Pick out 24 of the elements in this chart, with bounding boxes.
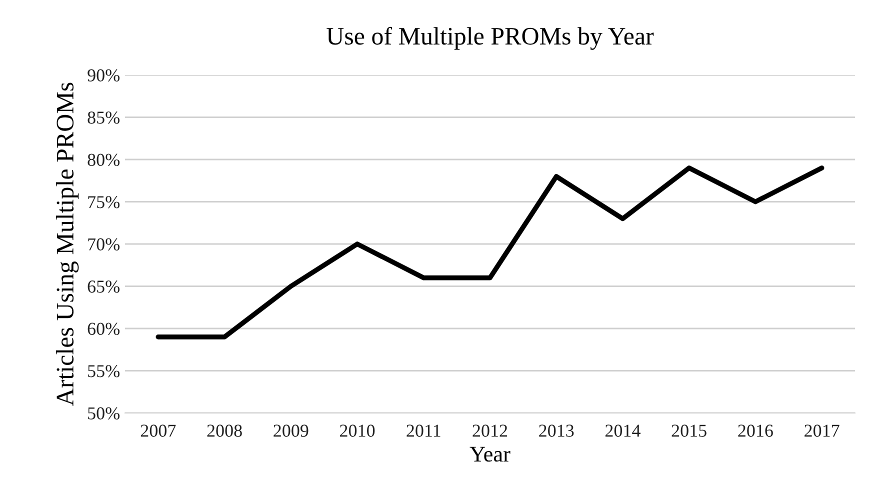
x-tick-label: 2014	[605, 424, 640, 437]
x-axis-title: Year	[470, 446, 510, 462]
x-tick-label: 2013	[539, 424, 574, 437]
chart-title: Use of Multiple PROMs by Year	[326, 26, 654, 50]
x-tick-label: 2017	[804, 424, 840, 437]
y-tick-label: 70%	[88, 238, 120, 250]
y-tick-label: 90%	[88, 69, 120, 82]
y-tick-label: 85%	[88, 112, 120, 124]
y-axis-title: Articles Using Multiple PROMs	[56, 82, 79, 406]
x-tick-label: 2007	[140, 424, 176, 437]
line-series	[156, 166, 824, 340]
x-tick-label: 2010	[340, 424, 375, 437]
x-tick-label: 2009	[274, 424, 308, 437]
y-tick-label: 80%	[88, 154, 120, 166]
y-tick-label: 60%	[88, 322, 120, 335]
y-tick-label: 65%	[88, 280, 120, 293]
x-tick-label: 2008	[207, 424, 242, 437]
y-tick-label: 55%	[88, 365, 120, 378]
x-tick-label: 2011	[406, 424, 440, 437]
x-tick-label: 2012	[472, 424, 508, 437]
y-tick-label: 50%	[88, 407, 120, 420]
x-tick-label: 2016	[738, 424, 773, 437]
x-tick-label: 2015	[672, 424, 706, 437]
y-tick-label: 75%	[88, 196, 120, 208]
